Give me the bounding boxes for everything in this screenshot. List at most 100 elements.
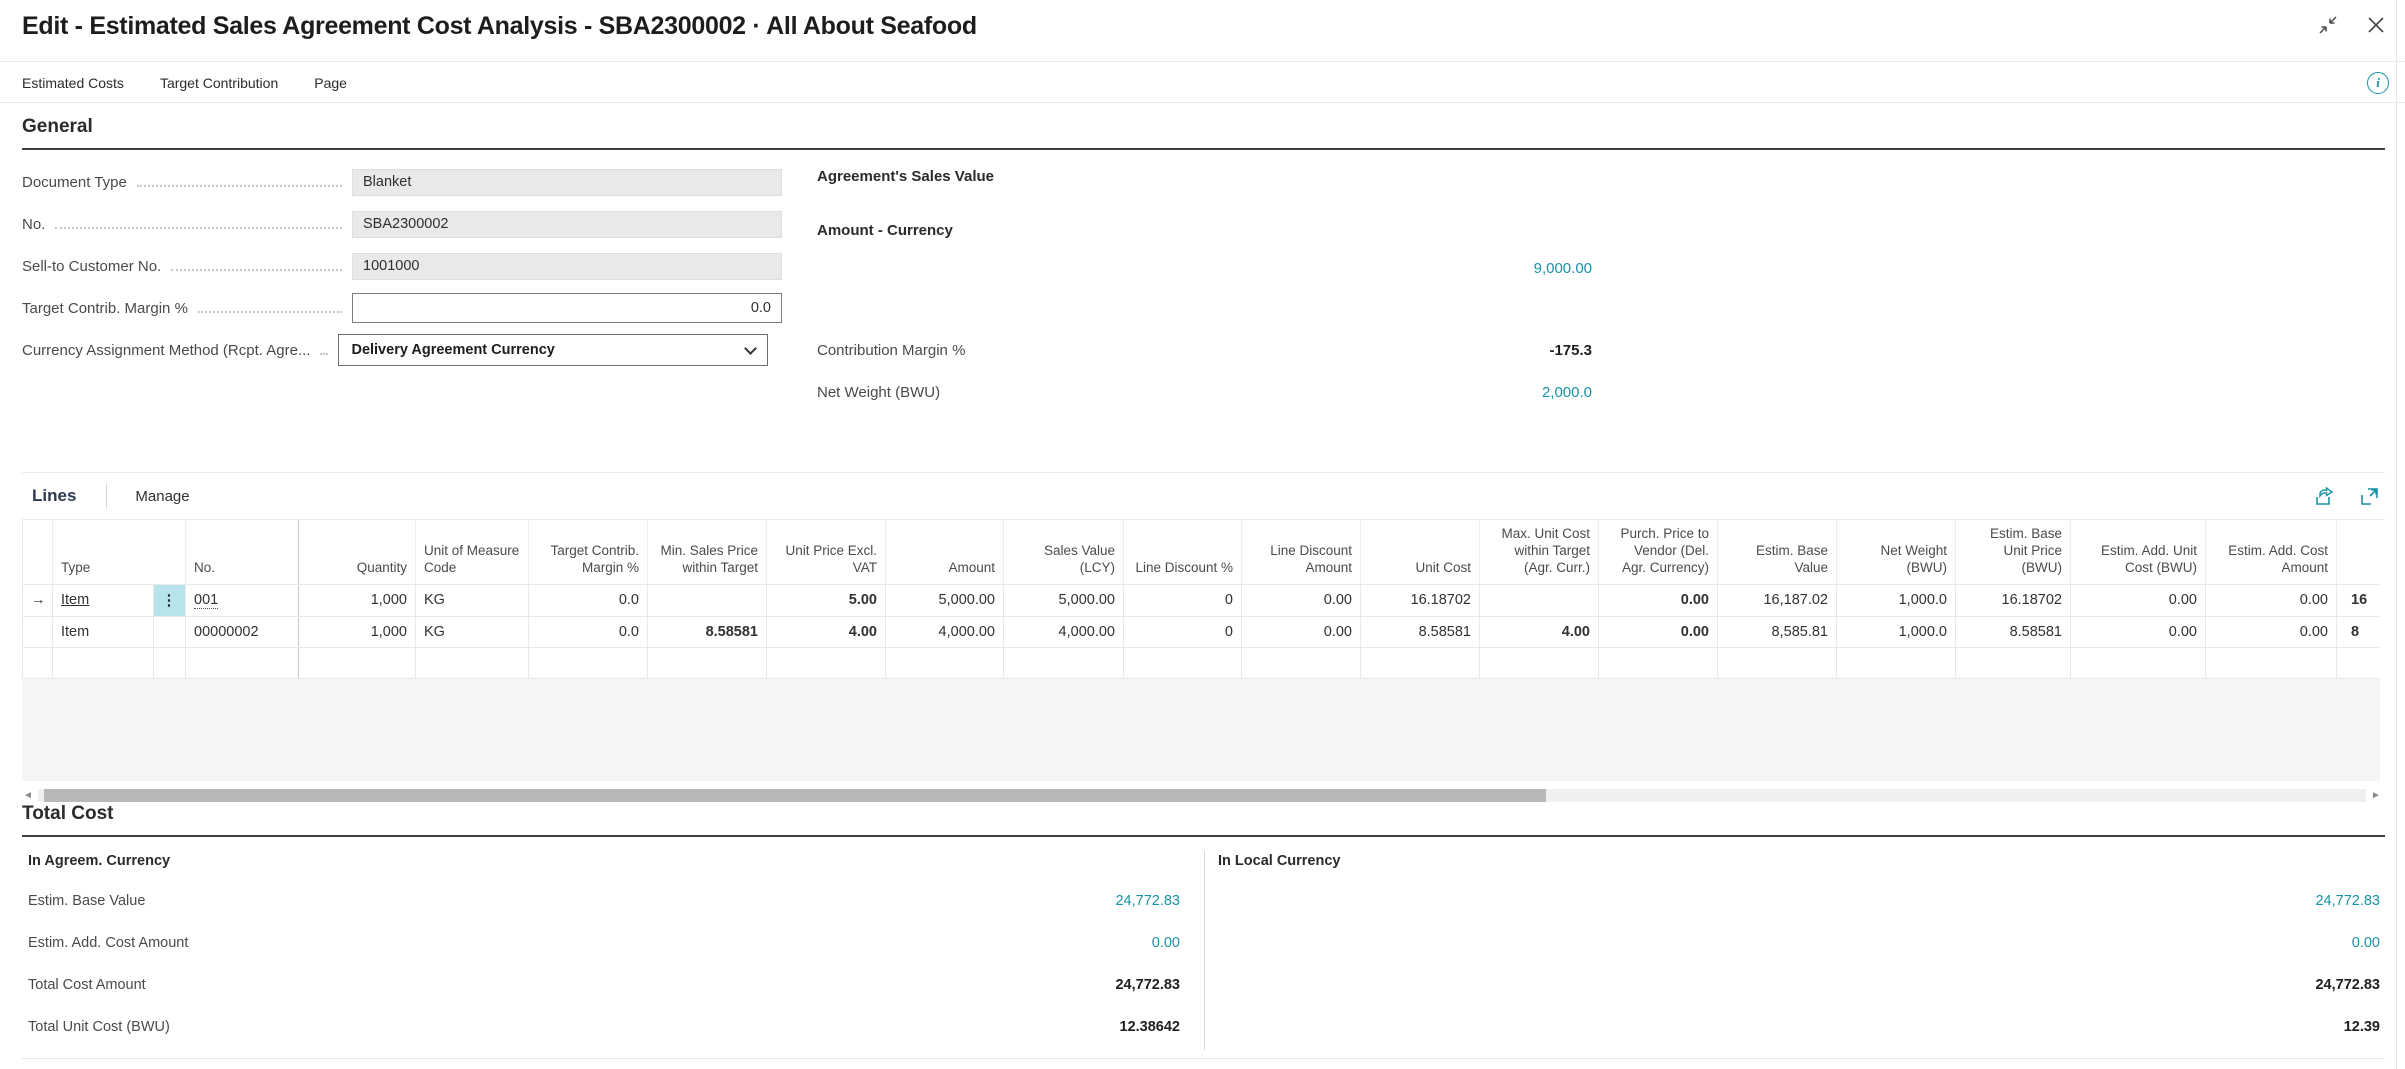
- scrollbar-thumb[interactable]: [44, 788, 1546, 802]
- scroll-right-icon[interactable]: ►: [2371, 789, 2381, 801]
- estim-base-value-lcy[interactable]: 24,772.83: [2315, 893, 2380, 909]
- col-quantity[interactable]: Quantity: [298, 520, 416, 585]
- col-unit-price-excl-vat[interactable]: Unit Price Excl. VAT: [766, 520, 886, 585]
- cell-purch-price-to-vendor[interactable]: 0.00: [1598, 584, 1718, 617]
- col-estim-add-cost-amount[interactable]: Estim. Add. Cost Amount: [2205, 520, 2337, 585]
- col-unit-of-measure-code[interactable]: Unit of Measure Code: [415, 520, 529, 585]
- tab-lines[interactable]: Lines: [32, 486, 77, 505]
- scroll-left-icon[interactable]: ◄: [23, 789, 33, 801]
- general-heading[interactable]: General: [22, 116, 2385, 150]
- total-cost-local-currency: In Local Currency 24,772.83 0.00 24,772.…: [1218, 837, 2380, 1058]
- cell-uom[interactable]: KG: [415, 616, 529, 648]
- restore-window-icon[interactable]: [2317, 14, 2339, 36]
- cell-sales-value-lcy[interactable]: 4,000.00: [1003, 616, 1124, 648]
- general-section: General Document Type Blanket No. SBA230…: [22, 116, 2385, 450]
- document-type-label: Document Type: [22, 173, 127, 191]
- menu-estimated-costs[interactable]: Estimated Costs: [22, 75, 124, 91]
- cell-target-contrib-margin[interactable]: 0.0: [528, 616, 648, 648]
- menu-target-contribution[interactable]: Target Contribution: [159, 75, 279, 91]
- cell-purch-price-to-vendor[interactable]: 0.00: [1598, 616, 1718, 648]
- column-divider: [1204, 851, 1205, 1050]
- col-line-discount-amount[interactable]: Line Discount Amount: [1241, 520, 1361, 585]
- cell-estim-add-unit-cost[interactable]: 0.00: [2070, 616, 2206, 648]
- cell-options: [153, 616, 186, 648]
- cell-min-sales-price[interactable]: [647, 584, 767, 617]
- net-weight-value[interactable]: 2,000.0: [1541, 384, 1592, 401]
- cell-quantity[interactable]: 1,000: [298, 616, 416, 648]
- tab-manage[interactable]: Manage: [135, 487, 190, 505]
- col-unit-cost[interactable]: Unit Cost: [1360, 520, 1480, 585]
- row-selector-arrow: →: [22, 584, 53, 617]
- estim-base-value-agr[interactable]: 24,772.83: [1115, 893, 1180, 909]
- menu-page[interactable]: Page: [314, 75, 347, 91]
- estim-add-cost-amount-lcy[interactable]: 0.00: [2351, 935, 2380, 951]
- in-local-currency-heading: In Local Currency: [1218, 853, 1341, 869]
- cell-no[interactable]: 001: [185, 584, 299, 617]
- cell-max-unit-cost[interactable]: 4.00: [1479, 616, 1599, 648]
- expand-grid-icon[interactable]: [2358, 485, 2381, 508]
- cell-estim-add-cost-amount[interactable]: 0.00: [2205, 616, 2337, 648]
- col-estim-base-value[interactable]: Estim. Base Value: [1717, 520, 1837, 585]
- total-cost-heading[interactable]: Total Cost: [22, 803, 2385, 837]
- share-icon[interactable]: [2313, 485, 2336, 508]
- cell-sales-value-lcy[interactable]: 5,000.00: [1003, 584, 1124, 617]
- col-min-sales-price[interactable]: Min. Sales Price within Target: [647, 520, 767, 585]
- cell-max-unit-cost[interactable]: [1479, 584, 1599, 617]
- cell-amount[interactable]: 4,000.00: [885, 616, 1004, 648]
- cell-unit-cost[interactable]: 16.18702: [1360, 584, 1480, 617]
- col-target-contrib-margin[interactable]: Target Contrib. Margin %: [528, 520, 648, 585]
- cell-clipped[interactable]: 16: [2336, 584, 2380, 617]
- cell-unit-price-excl-vat[interactable]: 5.00: [766, 584, 886, 617]
- table-row-empty[interactable]: [22, 647, 2380, 679]
- cell-uom[interactable]: KG: [415, 584, 529, 617]
- field-target-contrib-margin: Target Contrib. Margin %: [22, 293, 782, 323]
- cell-amount[interactable]: 5,000.00: [885, 584, 1004, 617]
- col-max-unit-cost[interactable]: Max. Unit Cost within Target (Agr. Curr.…: [1479, 520, 1599, 585]
- cell-estim-add-cost-amount[interactable]: 0.00: [2205, 584, 2337, 617]
- close-icon[interactable]: [2365, 14, 2387, 36]
- cell-estim-base-unit-price[interactable]: 16.18702: [1955, 584, 2071, 617]
- cell-quantity[interactable]: 1,000: [298, 584, 416, 617]
- cell-options-icon[interactable]: ⋮: [154, 584, 185, 615]
- cell-line-discount-amount[interactable]: 0.00: [1241, 584, 1361, 617]
- cell-line-discount-amount[interactable]: 0.00: [1241, 616, 1361, 648]
- cell-estim-base-value[interactable]: 8,585.81: [1717, 616, 1837, 648]
- cell-unit-cost[interactable]: 8.58581: [1360, 616, 1480, 648]
- table-row: Item 00000002 1,000 KG 0.0 8.58581 4.00 …: [22, 616, 2380, 648]
- cell-min-sales-price[interactable]: 8.58581: [647, 616, 767, 648]
- cell-type[interactable]: Item: [52, 616, 154, 648]
- cell-estim-base-unit-price[interactable]: 8.58581: [1955, 616, 2071, 648]
- cell-estim-base-value[interactable]: 16,187.02: [1717, 584, 1837, 617]
- cell-net-weight-bwu[interactable]: 1,000.0: [1836, 584, 1956, 617]
- cell-net-weight-bwu[interactable]: 1,000.0: [1836, 616, 1956, 648]
- scrollbar-track[interactable]: [38, 788, 2366, 802]
- target-contrib-margin-label: Target Contrib. Margin %: [22, 299, 188, 317]
- col-purch-price-to-vendor[interactable]: Purch. Price to Vendor (Del. Agr. Curren…: [1598, 520, 1718, 585]
- target-contrib-margin-input[interactable]: [352, 293, 782, 323]
- total-unit-cost-bwu-lcy: 12.39: [2343, 1019, 2380, 1035]
- cell-options[interactable]: ⋮: [153, 584, 186, 617]
- contribution-margin-value: -175.3: [1549, 342, 1592, 359]
- cell-no[interactable]: 00000002: [185, 616, 299, 648]
- cell-clipped[interactable]: 8: [2336, 616, 2380, 648]
- col-sales-value-lcy[interactable]: Sales Value (LCY): [1003, 520, 1124, 585]
- col-type[interactable]: Type: [52, 520, 186, 585]
- col-estim-add-unit-cost[interactable]: Estim. Add. Unit Cost (BWU): [2070, 520, 2206, 585]
- menubar: Estimated Costs Target Contribution Page…: [0, 63, 2405, 103]
- cell-type[interactable]: Item: [52, 584, 154, 617]
- info-icon[interactable]: i: [2367, 72, 2389, 94]
- currency-assignment-method-select[interactable]: Delivery Agreement Currency: [338, 334, 769, 366]
- col-clipped: [2336, 520, 2380, 585]
- col-estim-base-unit-price[interactable]: Estim. Base Unit Price (BWU): [1955, 520, 2071, 585]
- cell-target-contrib-margin[interactable]: 0.0: [528, 584, 648, 617]
- cell-line-discount-pct[interactable]: 0: [1123, 584, 1242, 617]
- cell-line-discount-pct[interactable]: 0: [1123, 616, 1242, 648]
- estim-add-cost-amount-agr[interactable]: 0.00: [1151, 935, 1180, 951]
- col-net-weight-bwu[interactable]: Net Weight (BWU): [1836, 520, 1956, 585]
- col-amount[interactable]: Amount: [885, 520, 1004, 585]
- col-no[interactable]: No.: [185, 520, 299, 585]
- cell-unit-price-excl-vat[interactable]: 4.00: [766, 616, 886, 648]
- col-line-discount-pct[interactable]: Line Discount %: [1123, 520, 1242, 585]
- amount-currency-value[interactable]: 9,000.00: [1533, 260, 1592, 277]
- cell-estim-add-unit-cost[interactable]: 0.00: [2070, 584, 2206, 617]
